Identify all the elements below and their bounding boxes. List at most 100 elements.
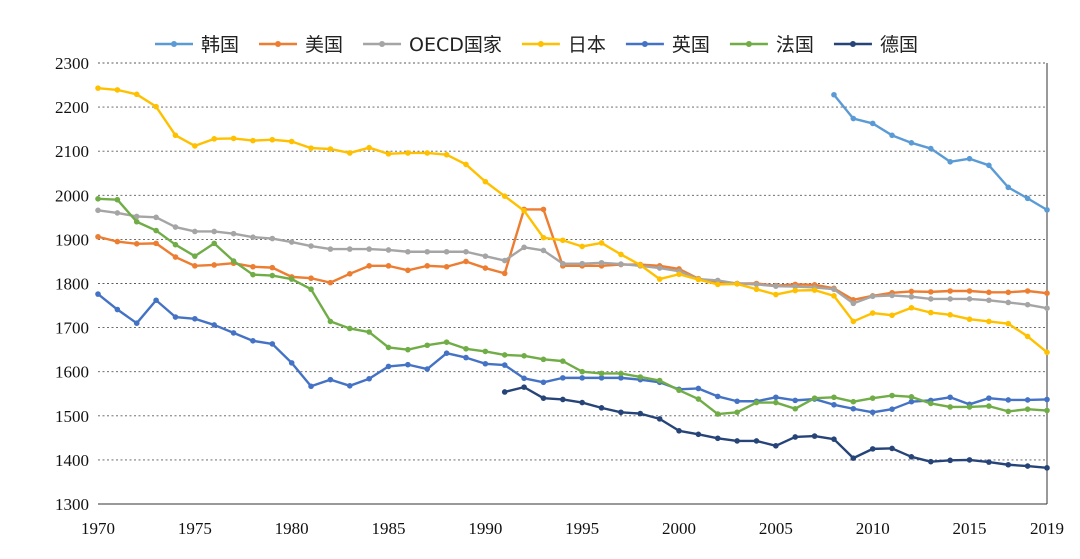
data-point <box>1024 397 1031 403</box>
y-tick-label: 2300 <box>55 54 89 73</box>
data-point <box>869 293 876 300</box>
data-point <box>540 234 547 241</box>
y-tick-label: 1600 <box>55 363 89 382</box>
data-point <box>95 196 101 202</box>
data-point <box>172 132 179 139</box>
legend-label: 法国 <box>776 34 814 56</box>
data-point <box>288 360 295 366</box>
data-point <box>133 91 140 98</box>
data-point <box>947 158 953 165</box>
x-tick-label: 1985 <box>372 519 406 538</box>
legend-swatch-marker <box>171 41 177 47</box>
data-point <box>424 342 431 349</box>
data-point <box>211 322 218 328</box>
data-point <box>501 362 508 368</box>
data-point <box>869 446 876 452</box>
x-tick-label: 1990 <box>468 519 502 538</box>
data-point <box>753 281 760 288</box>
data-point <box>889 132 895 139</box>
data-point <box>114 196 121 203</box>
data-point <box>792 405 799 412</box>
data-point <box>656 276 663 282</box>
data-point <box>346 246 353 252</box>
data-point <box>482 178 489 185</box>
data-point <box>95 85 101 91</box>
data-point <box>560 358 566 364</box>
data-point <box>540 395 547 401</box>
data-point <box>773 291 779 298</box>
data-point <box>1024 463 1031 469</box>
data-point <box>114 87 121 93</box>
data-point <box>230 330 237 336</box>
data-point <box>1005 184 1012 191</box>
data-point <box>192 253 198 259</box>
data-point <box>327 318 334 325</box>
data-point <box>1024 406 1031 412</box>
data-point <box>250 338 256 344</box>
data-point <box>792 434 799 440</box>
data-point <box>792 397 799 404</box>
data-point <box>405 361 411 368</box>
data-point <box>927 145 934 152</box>
data-point <box>327 376 334 383</box>
data-point <box>540 379 547 386</box>
series-3 <box>95 85 1050 356</box>
data-point <box>250 137 256 144</box>
data-point <box>656 377 663 384</box>
data-point <box>676 271 682 278</box>
data-point <box>288 276 295 282</box>
data-point <box>405 150 411 156</box>
data-point <box>192 228 198 235</box>
data-point <box>618 261 624 267</box>
data-point <box>656 265 663 271</box>
data-point <box>869 310 876 316</box>
x-tick-label: 2005 <box>759 519 793 538</box>
data-point <box>1024 333 1031 340</box>
data-point <box>714 435 721 442</box>
data-point <box>908 398 915 405</box>
data-point <box>133 218 140 225</box>
data-point <box>831 286 837 293</box>
series-5 <box>95 196 1050 417</box>
data-point <box>463 345 469 352</box>
data-point <box>966 155 973 162</box>
data-point <box>986 289 992 296</box>
data-point <box>1005 397 1012 403</box>
data-point <box>443 350 450 356</box>
data-point <box>366 144 372 151</box>
data-point <box>308 243 314 249</box>
data-point <box>792 287 799 294</box>
data-point <box>521 244 527 251</box>
data-point <box>947 296 953 302</box>
data-point <box>366 375 372 382</box>
data-point <box>385 344 392 351</box>
data-point <box>405 248 411 255</box>
data-point <box>172 254 179 260</box>
legend-label: 日本 <box>568 34 606 56</box>
data-point <box>211 262 218 268</box>
data-point <box>1044 349 1050 356</box>
y-tick-label: 1300 <box>55 495 89 514</box>
data-point <box>385 363 392 370</box>
data-point <box>927 296 934 302</box>
data-point <box>598 259 605 266</box>
data-point <box>501 257 508 264</box>
data-point <box>346 150 353 156</box>
x-tick-label: 2019 <box>1030 519 1064 538</box>
data-point <box>424 248 431 255</box>
legend-item: 法国 <box>729 34 814 56</box>
data-point <box>714 393 721 400</box>
data-point <box>966 316 973 323</box>
data-point <box>927 309 934 316</box>
y-tick-label: 2200 <box>55 98 89 117</box>
data-point <box>308 145 314 151</box>
data-point <box>172 314 179 320</box>
legend-item: 韩国 <box>155 34 239 56</box>
data-point <box>308 286 314 293</box>
data-point <box>734 409 740 416</box>
data-point <box>269 235 276 242</box>
data-point <box>1005 320 1012 327</box>
data-point <box>269 272 276 279</box>
data-point <box>250 263 256 270</box>
data-point <box>269 341 276 347</box>
